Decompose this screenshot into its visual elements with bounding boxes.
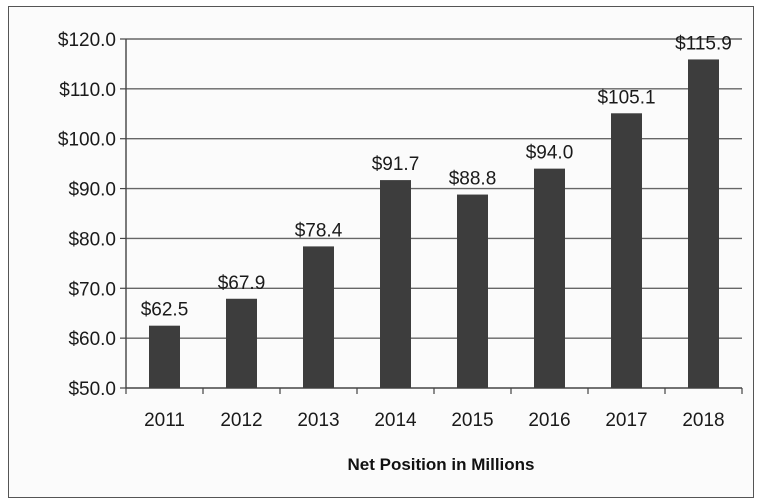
y-tick-label: $90.0	[68, 180, 116, 201]
y-tick-label: $120.0	[58, 30, 116, 51]
data-label: $115.9	[675, 33, 732, 54]
data-labels: $62.5 $67.9 $78.4 $91.7 $88.8 $94.0 $105.1 $115…	[141, 33, 732, 320]
bars	[149, 59, 719, 388]
y-tick-label: $50.0	[68, 379, 116, 400]
data-label: $91.7	[372, 154, 420, 175]
x-tick-label: 2014	[374, 410, 417, 431]
y-tick-label: $70.0	[68, 279, 116, 300]
y-tick-labels: $50.0 $60.0 $70.0 $80.0 $90.0 $100.0 $110.0 $12…	[58, 30, 116, 400]
data-label: $62.5	[141, 300, 189, 321]
x-tick-label: 2017	[605, 410, 647, 431]
data-label: $67.9	[218, 273, 266, 294]
y-tick-label: $110.0	[59, 80, 116, 101]
y-tick-label: $100.0	[58, 130, 116, 151]
data-label: $78.4	[295, 220, 343, 241]
data-label: $94.0	[526, 143, 574, 164]
data-label: $105.1	[597, 87, 655, 108]
bar-2018	[688, 59, 719, 388]
x-tick-label: 2015	[451, 410, 493, 431]
x-tick-label: 2016	[528, 410, 570, 431]
x-tick-label: 2018	[682, 410, 724, 431]
y-tick-label: $60.0	[68, 329, 116, 350]
x-axis-label: Net Position in Millions	[348, 455, 535, 474]
bar-2016	[534, 168, 565, 388]
bar-2017	[611, 113, 642, 388]
data-label: $88.8	[449, 169, 497, 190]
bar-2011	[149, 325, 180, 388]
bar-2013	[303, 246, 334, 388]
x-tick-label: 2013	[297, 410, 339, 431]
bar-2015	[457, 194, 488, 388]
bar-2012	[226, 298, 257, 388]
x-tick-label: 2012	[220, 410, 262, 431]
x-tick-label: 2011	[144, 410, 185, 431]
x-tick-labels: 2011 2012 2013 2014 2015 2016 2017 2018	[144, 410, 725, 431]
bar-2014	[380, 180, 411, 388]
y-tick-label: $80.0	[68, 229, 116, 250]
